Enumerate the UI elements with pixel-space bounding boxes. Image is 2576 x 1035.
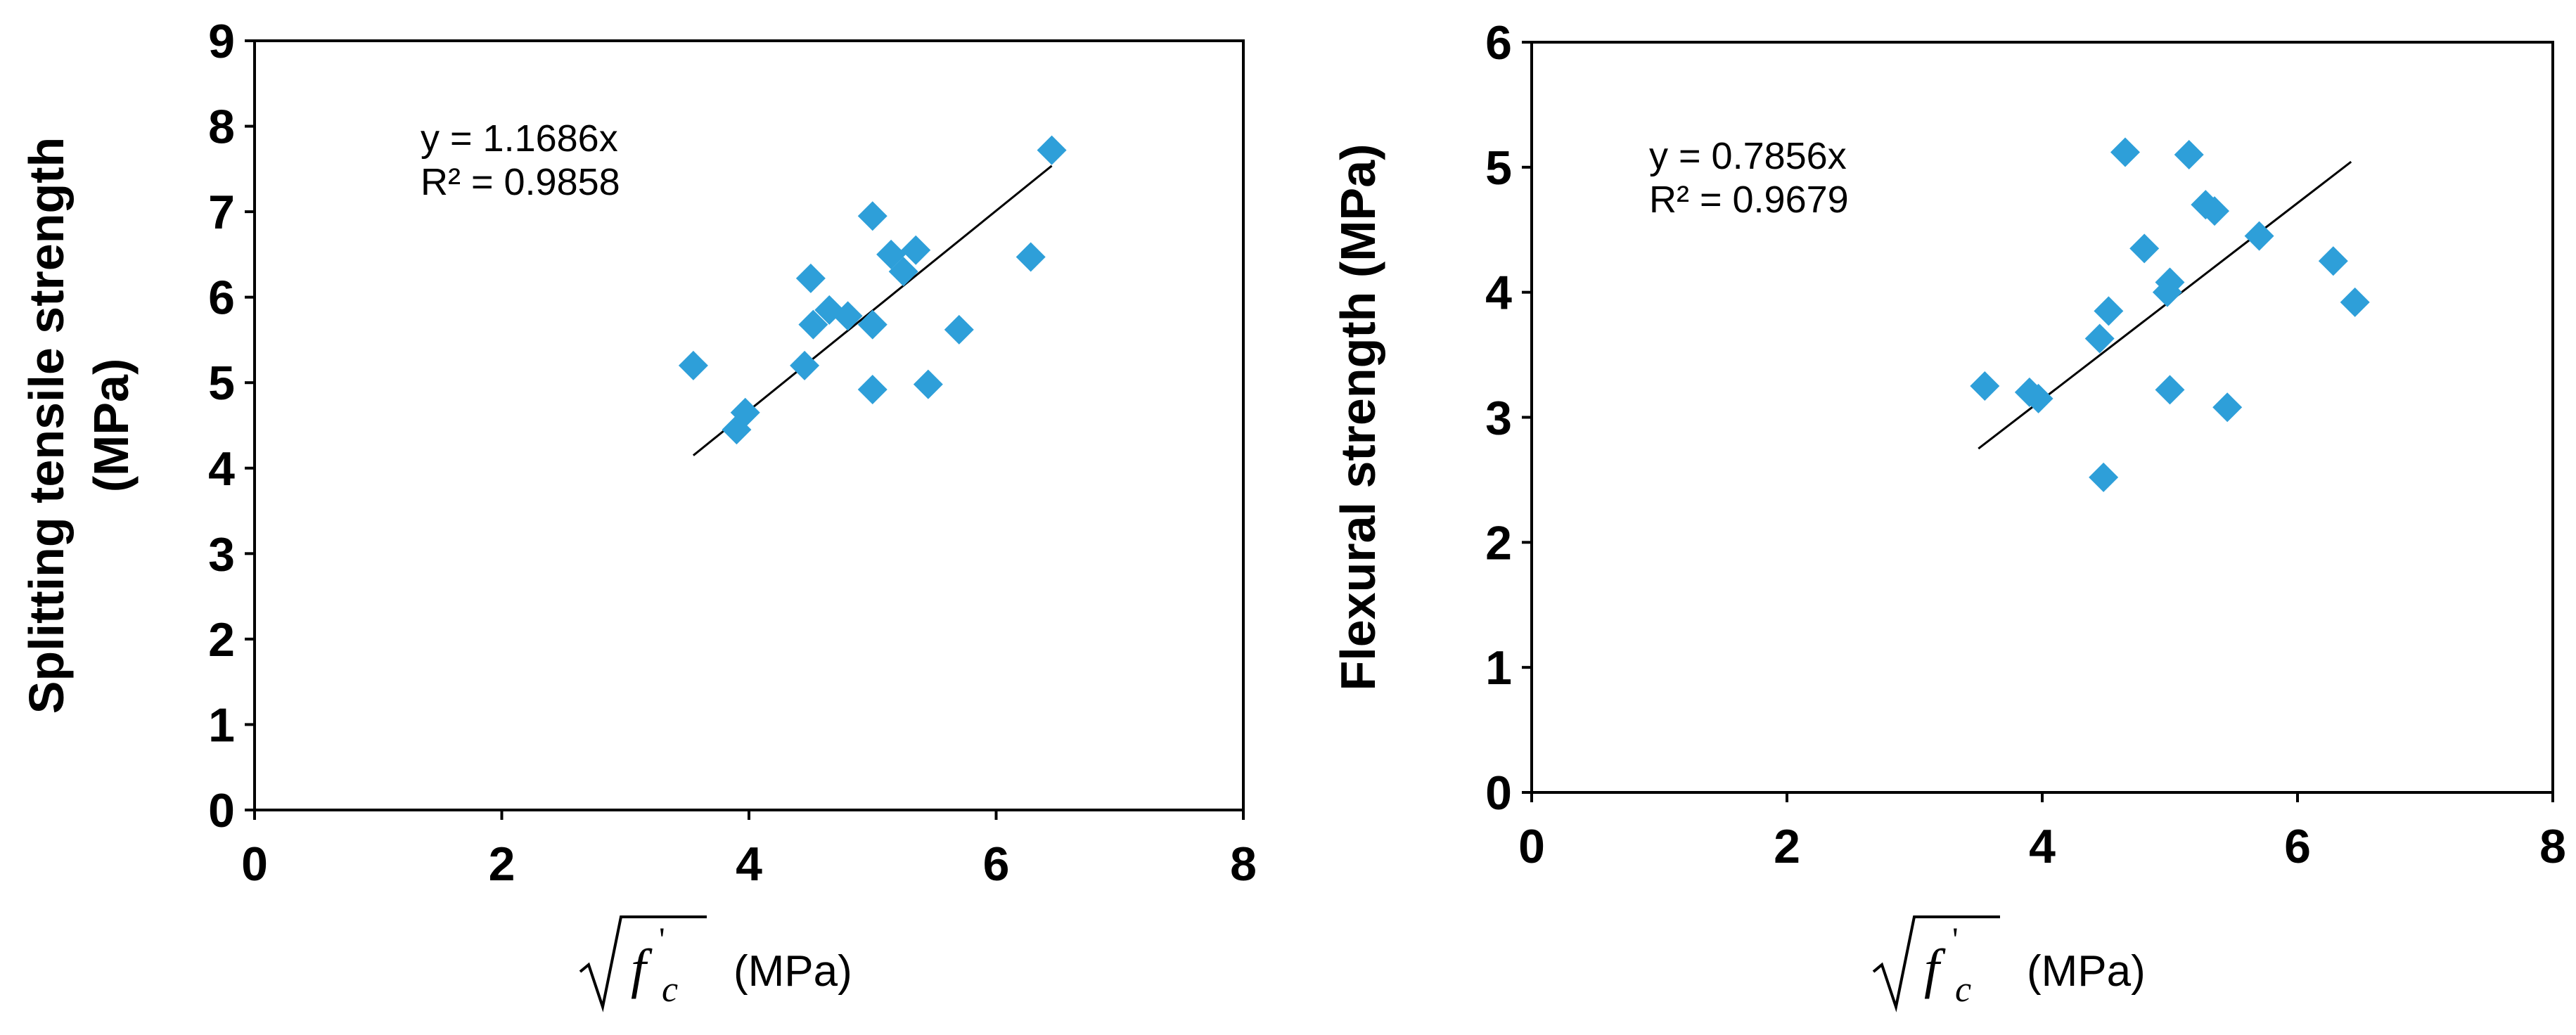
x-tick-label: 0 <box>1518 820 1545 873</box>
x-tick-label: 4 <box>2029 820 2056 873</box>
x-tick-label: 0 <box>241 837 268 891</box>
data-point <box>2084 323 2115 354</box>
data-point <box>2200 196 2230 226</box>
data-point <box>795 263 826 293</box>
data-point <box>1015 242 1046 272</box>
data-point <box>944 314 974 345</box>
data-point <box>888 257 918 287</box>
y-tick-label: 0 <box>1485 766 1512 820</box>
data-point <box>2094 296 2124 326</box>
y-axis-label-line: Flexural strength (MPa) <box>1331 144 1385 691</box>
data-point <box>2212 392 2243 423</box>
x-tick-label: 8 <box>1230 837 1257 891</box>
x-tick-label: 6 <box>2284 820 2311 873</box>
data-point <box>2318 246 2348 276</box>
y-tick-label: 5 <box>208 356 235 410</box>
y-tick-label: 2 <box>1485 516 1512 570</box>
fc-prime: ' <box>659 921 665 958</box>
data-point <box>2155 375 2185 405</box>
y-tick-label: 4 <box>1485 266 1512 320</box>
y-axis-label: Flexural strength (MPa) <box>1331 144 1385 691</box>
flexural-strength-chart: 0 1 2 3 4 5 6 0 2 4 6 8 Flexural strength (MPa) f' c (M… <box>1331 16 2566 1012</box>
fc-prime: ' <box>1952 921 1959 958</box>
r-squared: R² = 0.9679 <box>1649 179 1849 221</box>
y-tick-label: 3 <box>1485 392 1512 445</box>
y-tick-label: 1 <box>208 698 235 752</box>
data-point <box>2023 383 2053 413</box>
data-point <box>1037 135 1067 165</box>
y-tick-label: 1 <box>1485 641 1512 695</box>
data-point <box>2110 137 2140 167</box>
data-point <box>1970 371 2000 401</box>
x-tick-label: 4 <box>736 837 762 891</box>
fc-subscript: c <box>1955 970 1971 1010</box>
y-tick-label: 9 <box>208 15 235 68</box>
data-point <box>678 350 708 380</box>
data-point <box>2089 462 2119 492</box>
sqrt-symbol <box>579 915 707 1012</box>
data-point <box>857 309 887 340</box>
y-tick-label: 8 <box>208 101 235 154</box>
x-axis-label: f' c (MPa) <box>579 915 852 1012</box>
x-tick-label: 6 <box>983 837 1010 891</box>
data-point <box>857 201 887 231</box>
data-point <box>913 369 943 399</box>
data-point <box>2244 221 2274 251</box>
data-point <box>2340 287 2370 317</box>
y-axis-label: Splitting tensile strength (MPa) <box>19 137 139 714</box>
r-squared: R² = 0.9858 <box>421 161 620 203</box>
y-tick-label: 5 <box>1485 141 1512 195</box>
x-tick-label: 2 <box>1774 820 1800 873</box>
x-axis-unit: (MPa) <box>733 947 852 996</box>
data-point <box>2174 140 2204 170</box>
data-point <box>2155 267 2185 297</box>
y-axis-label-line: (MPa) <box>84 359 139 493</box>
y-axis-label-line: Splitting tensile strength <box>19 137 74 714</box>
y-tick-label: 3 <box>208 527 235 581</box>
fc-base: f <box>1924 938 1946 999</box>
sqrt-symbol <box>1872 915 2000 1012</box>
fc-subscript: c <box>662 970 678 1010</box>
data-point <box>730 397 760 428</box>
trend-equation: y = 0.7856x <box>1649 135 1847 177</box>
y-tick-label: 7 <box>208 186 235 239</box>
y-tick-label: 6 <box>208 271 235 325</box>
x-axis-unit: (MPa) <box>2027 947 2146 996</box>
data-point <box>790 350 820 380</box>
x-tick-label: 8 <box>2539 820 2566 873</box>
y-tick-label: 6 <box>1485 16 1512 70</box>
splitting-tensile-chart: 0 1 2 3 4 5 6 7 8 9 0 2 4 6 8 Splitting tensile strengt… <box>19 15 1257 1012</box>
data-point <box>857 374 887 404</box>
data-point <box>833 301 863 331</box>
y-tick-label: 0 <box>208 784 235 837</box>
fc-base: f <box>631 938 653 999</box>
y-tick-label: 4 <box>208 442 235 496</box>
y-tick-label: 2 <box>208 613 235 667</box>
trend-equation: y = 1.1686x <box>421 117 618 160</box>
x-axis-label: f' c (MPa) <box>1872 915 2146 1012</box>
data-point <box>798 309 828 340</box>
data-point <box>2129 233 2160 264</box>
data-point <box>901 235 931 265</box>
plot-frame <box>253 39 1245 811</box>
x-tick-label: 2 <box>489 837 515 891</box>
